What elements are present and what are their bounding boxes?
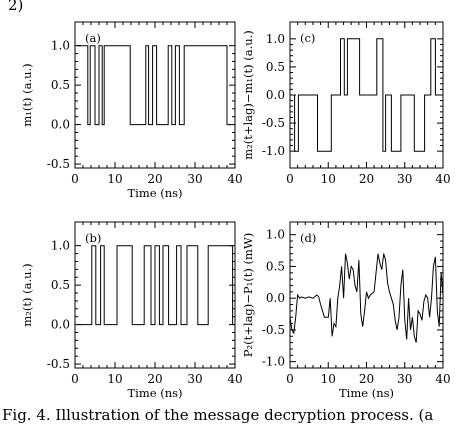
y-axis-label: m₂(t) (a.u.) <box>20 263 34 326</box>
x-tick-label: 0 <box>286 172 294 186</box>
series-line <box>291 38 442 152</box>
panel-d: 0 10 20 30 40 -1.0 -0.5 0.0 0.5 1.0 Time (ns) P₂(t+… <box>241 221 451 400</box>
y-axis-label: m₁(t) (a.u.) <box>20 63 34 126</box>
panel-label: (d) <box>300 231 316 245</box>
x-axis-label: Time (ns) <box>339 386 394 400</box>
x-tick-label: 30 <box>187 172 202 186</box>
x-tick-label: 0 <box>286 372 294 386</box>
panels-group: 0 10 20 30 40 -0.5 0.0 0.5 1.0 Time (ns) m₁(t) (a.… <box>20 21 451 400</box>
y-tick-label: -1.0 <box>262 355 285 369</box>
y-axis-label: m₂(t+lag)−m₁(t) (a.u.) <box>241 30 255 160</box>
y-tick-label: 0.0 <box>51 318 70 332</box>
x-axis-label: Time (ns) <box>128 386 183 400</box>
y-tick-label: 0.0 <box>266 291 285 305</box>
y-tick-label: 1.0 <box>266 32 285 46</box>
y-tick-label: -0.5 <box>262 323 285 337</box>
x-tick-label: 30 <box>397 172 412 186</box>
y-tick-label: 1.0 <box>51 39 70 53</box>
x-tick-label: 40 <box>227 372 242 386</box>
y-tick-label: -0.5 <box>47 157 70 171</box>
y-tick-label: 0.0 <box>266 88 285 102</box>
panel-label: (a) <box>85 31 101 45</box>
y-tick-label: 0.5 <box>51 278 70 292</box>
y-tick-label: -1.0 <box>262 144 285 158</box>
x-tick-label: 40 <box>227 172 242 186</box>
panel-c: 0 10 20 30 40 -1.0 -0.5 0.0 0.5 1.0 m₂(t+lag)−m₁(t… <box>241 21 451 186</box>
x-tick-label: 20 <box>147 372 162 386</box>
x-tick-label: 20 <box>359 172 374 186</box>
x-tick-label: 10 <box>321 172 336 186</box>
y-tick-label: 0.5 <box>266 259 285 273</box>
y-tick-label: 0.5 <box>266 60 285 74</box>
series-line <box>289 253 444 343</box>
figure-caption: Fig. 4. Illustration of the message decr… <box>2 406 433 424</box>
y-tick-label: -0.5 <box>262 116 285 130</box>
x-tick-label: 10 <box>107 372 122 386</box>
y-tick-label: 1.0 <box>51 239 70 253</box>
x-axis-label: Time (ns) <box>128 186 183 200</box>
header-fragment: 2) <box>8 0 23 14</box>
panel-a: 0 10 20 30 40 -0.5 0.0 0.5 1.0 Time (ns) m₁(t) (a.… <box>20 21 243 200</box>
x-tick-label: 40 <box>435 372 450 386</box>
y-tick-label: 0.5 <box>51 78 70 92</box>
panel-label: (b) <box>85 231 101 245</box>
x-tick-label: 10 <box>321 372 336 386</box>
series-line <box>77 245 235 326</box>
y-tick-label: 0.0 <box>51 118 70 132</box>
series-line <box>77 45 231 126</box>
x-tick-label: 30 <box>397 372 412 386</box>
x-tick-label: 30 <box>187 372 202 386</box>
x-tick-label: 20 <box>147 172 162 186</box>
x-tick-label: 40 <box>435 172 450 186</box>
x-tick-label: 20 <box>359 372 374 386</box>
y-axis-label: P₂(t+lag)−P₁(t) (mW) <box>241 233 255 357</box>
y-tick-label: 1.0 <box>266 228 285 242</box>
panel-b: 0 10 20 30 40 -0.5 0.0 0.5 1.0 Time (ns) m₂(t) (a.… <box>20 221 243 400</box>
panel-label: (c) <box>300 31 315 45</box>
y-tick-label: -0.5 <box>47 357 70 371</box>
x-tick-label: 0 <box>71 172 79 186</box>
x-tick-label: 0 <box>71 372 79 386</box>
x-tick-label: 10 <box>107 172 122 186</box>
